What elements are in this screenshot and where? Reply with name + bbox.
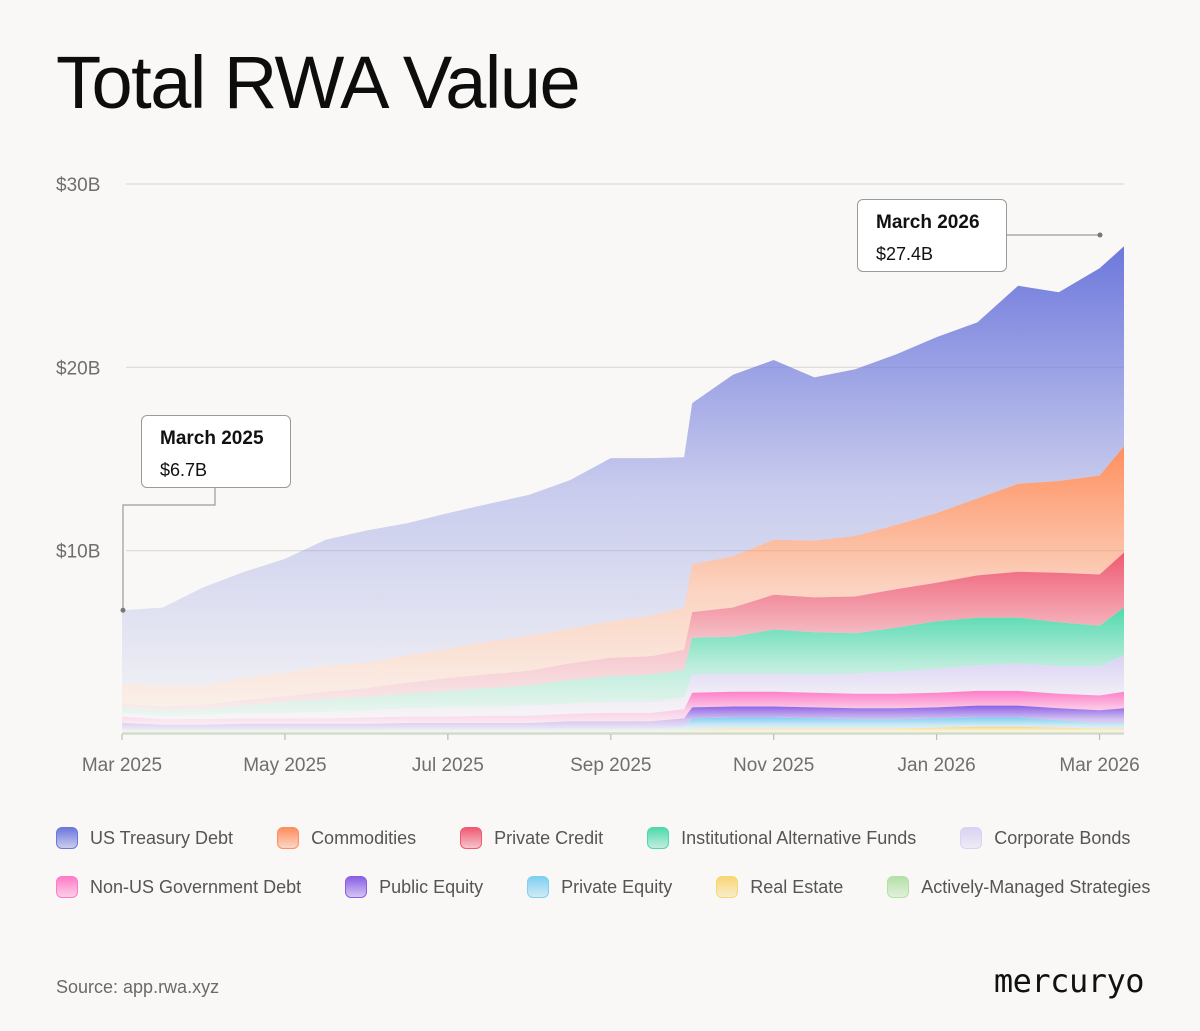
callout-march-2026: March 2026 $27.4B [857, 199, 1007, 272]
x-tick-label: Jul 2025 [412, 755, 484, 776]
callout-title: March 2026 [876, 212, 980, 233]
legend-item: US Treasury Debt [56, 827, 233, 849]
legend-item: Actively-Managed Strategies [887, 876, 1150, 898]
x-tick-label: Mar 2025 [82, 755, 162, 776]
x-tick-label: May 2025 [243, 755, 326, 776]
legend-swatch [527, 876, 550, 898]
area-series [122, 446, 1124, 707]
legend-label: Real Estate [750, 876, 844, 897]
x-tick-label: Sep 2025 [570, 755, 651, 776]
legend-swatch [887, 876, 910, 898]
legend-item: Corporate Bonds [960, 827, 1130, 849]
legend-swatch [56, 876, 78, 898]
legend-swatch [716, 876, 739, 898]
x-tick-label: Jan 2026 [898, 755, 976, 776]
legend-swatch [647, 827, 670, 849]
area-series [122, 655, 1124, 720]
chart-canvas: $10B $20B $30B Mar 2025 May 2025 Jul 2025 Sep … [56, 175, 1140, 776]
y-tick-label: $30B [56, 175, 100, 196]
legend-label: Actively-Managed Strategies [921, 876, 1151, 897]
brand-logo: mercuryo [993, 962, 1145, 1000]
legend-item: Private Equity [527, 876, 672, 898]
y-tick-label: $10B [56, 542, 100, 563]
legend-item: Real Estate [716, 876, 843, 898]
legend-label: Corporate Bonds [994, 827, 1131, 848]
page-title: Total RWA Value [56, 41, 581, 124]
legend-label: Private Equity [561, 876, 673, 897]
x-tick-label: Mar 2026 [1059, 755, 1139, 776]
legend-label: Institutional Alternative Funds [681, 827, 917, 848]
callout-anchor-dot [1097, 232, 1103, 238]
legend-item: Public Equity [345, 876, 483, 898]
area-series [122, 690, 1124, 725]
chart-legend: US Treasury Debt Commodities Private Credi… [56, 823, 1166, 921]
legend-label: Public Equity [379, 876, 484, 897]
legend-item: Non-US Government Debt [56, 876, 301, 898]
callout-march-2025: March 2025 $6.7B [141, 415, 291, 488]
legend-swatch [460, 827, 483, 849]
legend-label: Commodities [311, 827, 417, 848]
legend-item: Commodities [277, 827, 416, 849]
x-tick-label: Nov 2025 [733, 755, 814, 776]
area-series [122, 726, 1124, 733]
y-tick-label: $20B [56, 358, 100, 379]
area-series [122, 607, 1124, 716]
legend-label: Non-US Government Debt [90, 876, 302, 897]
area-series [122, 705, 1124, 731]
legend-swatch [56, 827, 78, 849]
legend-item: Institutional Alternative Funds [647, 827, 916, 849]
legend-label: Private Credit [494, 827, 604, 848]
area-series [122, 246, 1124, 687]
callout-value: $27.4B [876, 244, 934, 264]
legend-swatch [277, 827, 300, 849]
area-series [122, 717, 1124, 732]
legend-row: Non-US Government Debt Public Equity Priva… [56, 872, 1166, 902]
callout-title: March 2025 [160, 428, 264, 449]
callout-leader-line [122, 488, 216, 611]
callout-value: $6.7B [160, 460, 208, 480]
source-note: Source: app.rwa.xyz [56, 977, 220, 997]
legend-swatch [345, 876, 368, 898]
legend-label: US Treasury Debt [90, 827, 234, 848]
legend-swatch [960, 827, 983, 849]
legend-row: US Treasury Debt Commodities Private Credi… [56, 823, 1166, 853]
legend-item: Private Credit [460, 827, 603, 849]
callout-anchor-dot [120, 607, 126, 613]
